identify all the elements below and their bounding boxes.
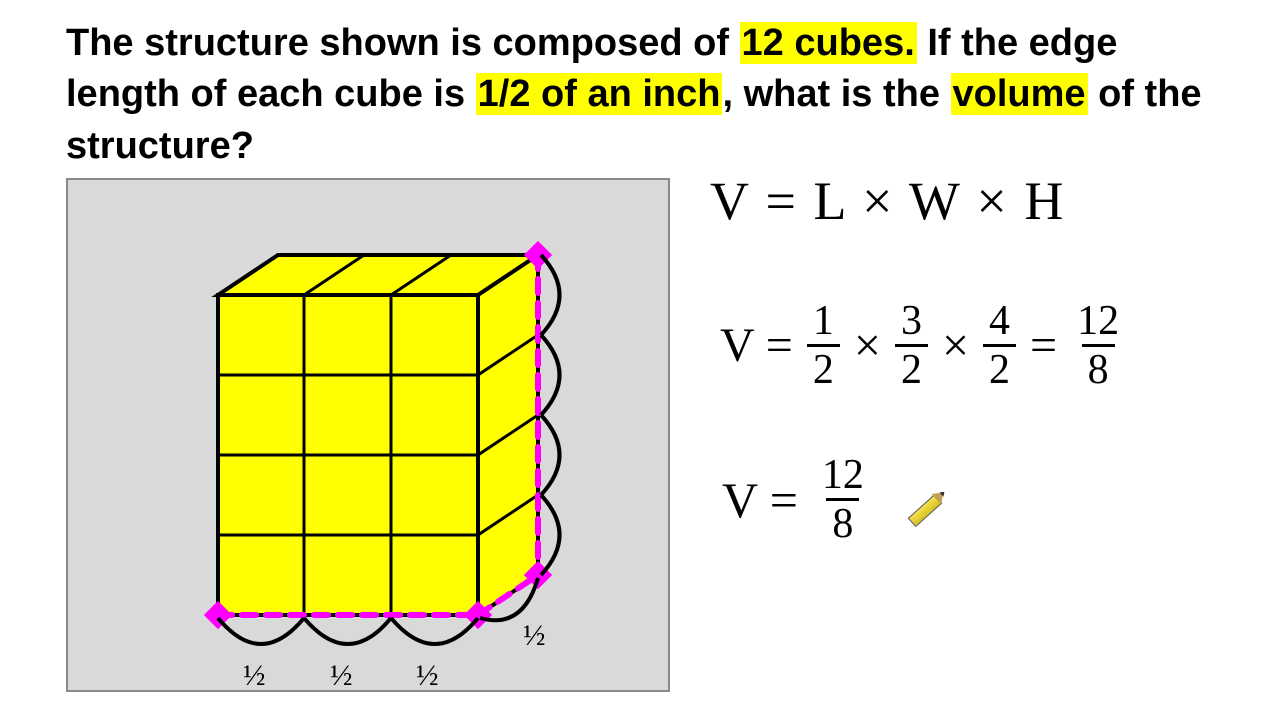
formula-line1: V = L × W × H (710, 170, 1065, 232)
label-depth: ½ (523, 619, 546, 652)
handwritten-work: V = L × W × H V = 1 2 × 3 2 × 4 2 = 12 8… (700, 170, 1270, 710)
eq1: = (1030, 318, 1057, 373)
frac-12-8b: 12 8 (816, 454, 870, 545)
label-b2: ½ (330, 659, 353, 690)
q-part3: , what is the (722, 73, 950, 115)
frac-3-2: 3 2 (895, 300, 928, 391)
l2-lhs: V = (720, 318, 793, 373)
question-text: The structure shown is composed of 12 cu… (0, 0, 1280, 172)
q-hl2: 1/2 of an inch (476, 73, 723, 115)
formula-line2: V = 1 2 × 3 2 × 4 2 = 12 8 (720, 300, 1129, 391)
diagram-panel: ½ ½ ½ ½ (66, 178, 670, 692)
times2: × (942, 318, 969, 373)
q-part1: The structure shown is composed of (66, 22, 740, 64)
l3-lhs: V = (722, 471, 798, 529)
label-b3: ½ (416, 659, 439, 690)
frac-4-2: 4 2 (983, 300, 1016, 391)
times1: × (854, 318, 881, 373)
label-b1: ½ (243, 659, 266, 690)
frac-12-8a: 12 8 (1071, 300, 1125, 391)
q-hl3: volume (951, 73, 1088, 115)
formula-line3: V = 12 8 (722, 454, 874, 545)
cube-diagram: ½ ½ ½ ½ (68, 180, 668, 690)
frac-1-2: 1 2 (807, 300, 840, 391)
q-hl1: 12 cubes. (740, 22, 917, 64)
